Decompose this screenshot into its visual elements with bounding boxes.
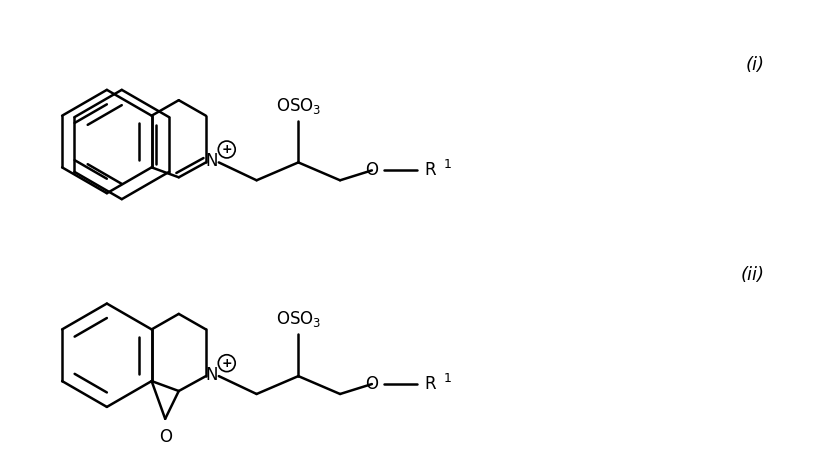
Text: O: O [365,375,379,393]
Text: OSO$_3$: OSO$_3$ [276,95,321,116]
Text: R: R [425,162,436,179]
Text: N: N [205,152,218,170]
Text: 1: 1 [444,158,451,171]
Text: 1: 1 [444,372,451,385]
Text: OSO$_3$: OSO$_3$ [276,309,321,330]
Text: N: N [205,366,218,384]
Text: R: R [425,375,436,393]
Text: (i): (i) [746,56,765,74]
Text: +: + [221,357,232,369]
Text: O: O [365,162,379,179]
Text: (ii): (ii) [741,266,765,284]
Text: O: O [158,428,172,446]
Text: +: + [221,143,232,156]
